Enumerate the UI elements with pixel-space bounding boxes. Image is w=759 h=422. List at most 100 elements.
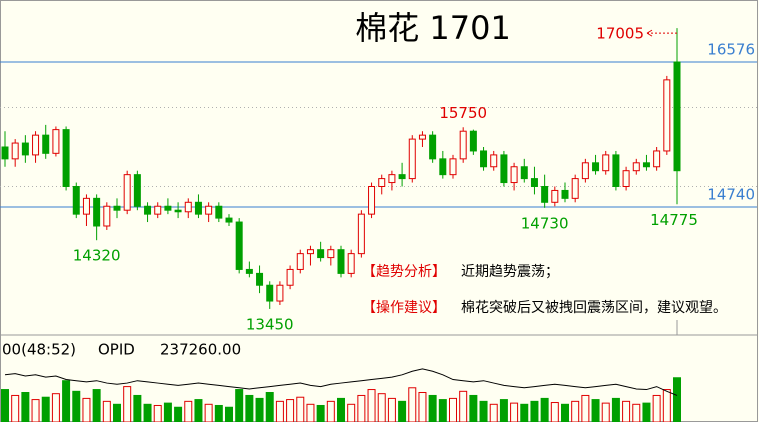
volume-bar	[184, 400, 193, 422]
candle-body	[205, 205, 213, 215]
volume-bar	[459, 390, 468, 422]
candle-body	[184, 201, 192, 213]
volume-bar	[540, 397, 549, 422]
volume-bar	[347, 403, 356, 422]
candle-body	[1, 146, 9, 160]
volume-bar	[601, 402, 610, 422]
volume-bar	[245, 394, 254, 422]
volume-bar	[225, 406, 233, 422]
volume-bar	[255, 397, 264, 422]
candle-body	[123, 174, 131, 211]
volume-bar	[235, 389, 244, 422]
candle-body	[72, 185, 80, 215]
volume-bar	[21, 392, 30, 422]
candle-body	[266, 284, 274, 302]
volume-bar	[581, 394, 590, 422]
price-label: 15750	[439, 104, 487, 122]
candle-body	[286, 268, 294, 286]
candle-body	[490, 154, 498, 168]
volume-bar	[306, 403, 315, 422]
volume-bar	[204, 403, 213, 422]
volume-bar	[387, 397, 396, 422]
candle-body	[215, 205, 223, 219]
candle-body	[642, 162, 650, 168]
volume-bar	[673, 377, 681, 422]
volume-bar	[408, 387, 417, 422]
volume-bar	[520, 403, 529, 422]
volume-bar	[72, 390, 81, 422]
volume-header: 237260.00	[160, 341, 241, 359]
volume-bar	[449, 397, 457, 422]
candle-body	[459, 130, 467, 160]
candle-body	[520, 166, 528, 180]
price-label: 14730	[521, 214, 569, 232]
candle-body	[93, 197, 101, 227]
volume-bar	[174, 406, 183, 422]
candle-body	[418, 134, 426, 140]
volume-bar	[510, 402, 519, 422]
volume-bar	[31, 399, 40, 422]
volume-bar	[367, 389, 376, 422]
volume-bar	[326, 400, 335, 422]
candle-body	[306, 249, 314, 255]
note-text: 棉花突破后又被拽回震荡区间，建议观望。	[461, 299, 727, 316]
candle-body	[449, 158, 457, 176]
candle-body	[622, 170, 630, 187]
volume-bar	[214, 404, 223, 422]
volume-bar	[113, 403, 121, 422]
candle-body	[398, 174, 406, 180]
candle-body	[368, 185, 376, 215]
volume-bar	[591, 399, 600, 422]
chart-title: 棉花 1701	[355, 9, 511, 47]
volume-bar	[163, 402, 172, 422]
volume-bar	[418, 392, 427, 422]
volume-bar	[316, 404, 325, 422]
volume-bar	[286, 399, 295, 422]
volume-bar	[337, 397, 345, 422]
candle-body	[632, 162, 640, 172]
candle-body	[480, 150, 488, 168]
volume-bar	[11, 394, 20, 422]
volume-bar	[153, 404, 162, 422]
volume-bar	[489, 403, 498, 422]
candle-body	[245, 268, 253, 274]
candle-body	[378, 178, 386, 187]
price-label: 14775	[650, 211, 698, 229]
volume-bar	[499, 399, 508, 422]
volume-bar	[62, 380, 71, 422]
volume-bar	[296, 396, 305, 422]
candle-body	[276, 284, 284, 302]
candle-body	[561, 189, 569, 199]
candle-body	[296, 253, 304, 270]
volume-bar	[92, 389, 101, 422]
candle-body	[357, 213, 365, 255]
note-tag: 【操作建议】	[362, 300, 446, 316]
candle-body	[663, 79, 671, 152]
volume-bar	[123, 386, 132, 422]
volume-bar	[642, 402, 651, 422]
candle-body	[510, 166, 518, 184]
volume-bar	[652, 394, 661, 422]
candle-body	[225, 217, 233, 223]
volume-bar	[662, 389, 671, 422]
candle-body	[581, 162, 589, 180]
volume-bar	[133, 394, 142, 422]
candle-body	[530, 178, 538, 187]
candle-body	[133, 174, 141, 207]
volume-bar	[611, 397, 620, 422]
volume-bar	[438, 399, 447, 422]
candle-body	[154, 205, 162, 215]
price-label: 13450	[246, 315, 294, 333]
candle-body	[551, 189, 559, 203]
candle-body	[32, 134, 40, 156]
candle-body	[571, 178, 579, 199]
candle-body	[500, 154, 508, 184]
candle-body	[317, 249, 325, 259]
volume-bar	[82, 397, 91, 422]
volume-bar	[194, 399, 203, 422]
label-arrowhead	[646, 29, 653, 37]
candle-body	[592, 162, 600, 172]
candle-body	[21, 142, 29, 156]
candle-body	[429, 134, 437, 160]
